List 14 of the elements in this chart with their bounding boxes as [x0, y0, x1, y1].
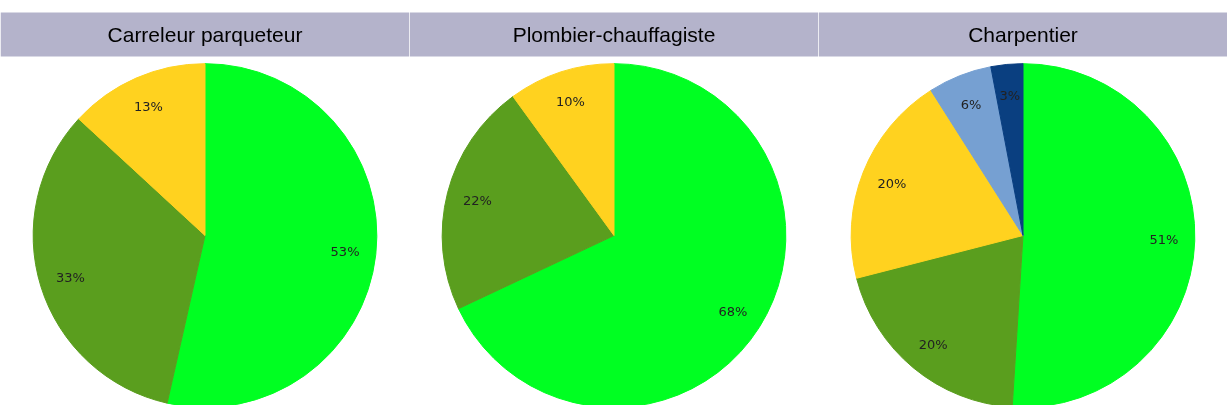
data-label: 22%	[463, 192, 492, 208]
data-label: 6%	[960, 96, 982, 112]
chart-title: Plombier-chauffagiste	[512, 23, 716, 47]
data-label: 10%	[556, 93, 585, 109]
data-label: 33%	[55, 269, 85, 285]
data-label: 68%	[718, 303, 748, 319]
chart-title: Carreleur parqueteur	[107, 23, 303, 47]
data-label: 20%	[918, 336, 948, 352]
data-label: 51%	[1149, 232, 1179, 248]
data-label: 20%	[877, 176, 907, 192]
data-label: 3%	[999, 87, 1021, 103]
chart-title: Charpentier	[968, 23, 1078, 47]
data-label: 13%	[134, 98, 163, 114]
data-label: 53%	[330, 243, 360, 259]
